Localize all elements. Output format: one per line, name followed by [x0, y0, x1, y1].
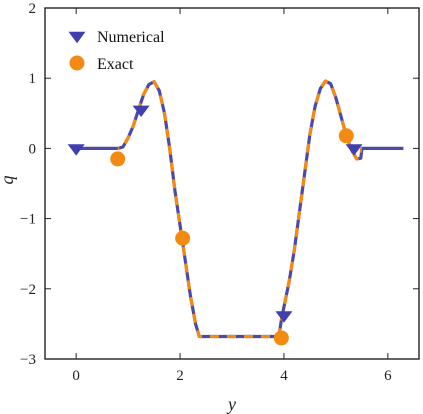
legend-marker-numerical [68, 31, 86, 44]
numerical-marker [132, 105, 150, 118]
numerical-marker [67, 144, 85, 156]
series-markers [67, 105, 363, 346]
x-tick-label: 0 [72, 368, 80, 384]
numerical-marker [345, 144, 363, 156]
exact-line [117, 79, 362, 339]
tick-labels: 0 2 4 6 2 1 0 −1 −2 −3 [20, 1, 392, 384]
x-tick-label: 2 [176, 368, 184, 384]
exact-marker [338, 128, 354, 144]
numerical-line [76, 79, 404, 339]
x-tick-label: 4 [280, 368, 288, 384]
y-tick-label: −1 [20, 212, 36, 228]
exact-marker [175, 230, 191, 246]
numerical-marker [275, 311, 293, 323]
legend-marker-exact [69, 55, 85, 71]
legend-label-exact: Exact [97, 56, 134, 73]
exact-marker [110, 151, 126, 167]
series-lines [76, 79, 404, 339]
x-axis-label: y [226, 394, 236, 414]
y-tick-label: 1 [29, 71, 37, 87]
tick-marks [45, 7, 419, 360]
exact-marker [273, 330, 289, 346]
legend-circle-icon [69, 55, 85, 71]
legend-triangle-icon [68, 31, 86, 44]
y-tick-label: −3 [20, 352, 36, 368]
y-tick-label: 2 [29, 1, 37, 17]
y-tick-label: −2 [20, 282, 36, 298]
legend-label-numerical: Numerical [97, 29, 165, 46]
x-tick-label: 6 [384, 368, 392, 384]
legend: Numerical Exact [68, 29, 165, 73]
y-axis-label: q [0, 176, 17, 185]
y-tick-label: 0 [29, 141, 37, 157]
plot-frame [44, 7, 420, 360]
